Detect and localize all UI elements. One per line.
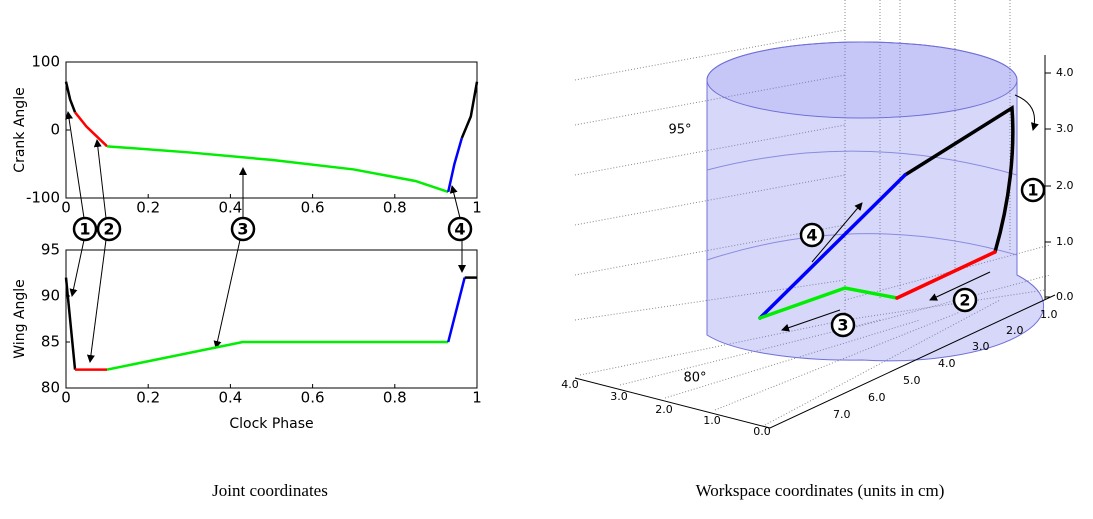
y-tick-label: 7.0 — [833, 408, 851, 421]
y-tick-label: -100 — [26, 189, 60, 207]
line — [64, 277, 77, 370]
marker-circle — [96, 216, 122, 242]
x-tick-label: 0.2 — [136, 199, 160, 217]
x-axis-title: Clock Phase — [229, 416, 313, 432]
workspace-3d — [574, 0, 1056, 429]
y-tick-label: 85 — [41, 333, 60, 351]
line — [107, 145, 449, 194]
x-tick-label: 0 — [61, 389, 71, 407]
marker-circle — [230, 216, 256, 242]
y-tick-label: 6.0 — [868, 391, 886, 404]
z-tick-label: 2.0 — [1056, 179, 1074, 192]
marker: 3 — [237, 220, 248, 239]
z-tick-label: 1.0 — [1056, 235, 1074, 248]
y-tick-label: 5.0 — [903, 374, 921, 387]
marker-circle — [72, 216, 98, 242]
marker-circle — [447, 216, 473, 242]
marker: 1 — [79, 220, 90, 239]
plot-frame — [65, 249, 478, 389]
marker: 3 — [837, 316, 848, 335]
x-tick-label: 0.0 — [753, 425, 771, 438]
y-tick-label: 90 — [41, 287, 60, 305]
z-tick-label: 4.0 — [1056, 66, 1074, 79]
y-tick-label: 4.0 — [938, 357, 956, 370]
y-tick-label: 2.0 — [1006, 324, 1024, 337]
annotation-arrows — [65, 111, 466, 363]
y-axis-title: Wing Angle — [12, 279, 28, 358]
y-tick-label: 100 — [31, 53, 60, 71]
angle-label: 80° — [683, 371, 706, 386]
marker: 2 — [103, 220, 114, 239]
x-tick-label: 0.4 — [218, 199, 242, 217]
line — [447, 137, 463, 193]
line — [447, 277, 466, 343]
marker: 2 — [959, 291, 970, 310]
plot-frame — [65, 61, 478, 199]
marker: 4 — [454, 220, 465, 239]
angle-label: 95° — [668, 123, 691, 138]
x-tick-label: 0.4 — [218, 389, 242, 407]
y-tick-label: 3.0 — [972, 340, 990, 353]
x-tick-label: 0.6 — [301, 199, 325, 217]
caption: Workspace coordinates (units in cm) — [696, 481, 945, 500]
x-tick-label: 0.8 — [383, 389, 407, 407]
x-tick-label: 1 — [472, 389, 482, 407]
y-tick-label: 95 — [41, 241, 60, 259]
y-axis-title: Crank Angle — [12, 87, 28, 172]
line — [64, 81, 77, 113]
marker: 1 — [1027, 181, 1038, 200]
x-tick-label: 2.0 — [655, 403, 673, 416]
z-tick-label: 3.0 — [1056, 122, 1074, 135]
x-tick-label: 1 — [472, 199, 482, 217]
line — [74, 111, 108, 148]
y-tick-label: 80 — [41, 379, 60, 397]
x-tick-label: 4.0 — [561, 378, 579, 391]
x-tick-label: 0.8 — [383, 199, 407, 217]
x-tick-label: 0.6 — [301, 389, 325, 407]
y-tick-label: 0 — [50, 121, 60, 139]
line — [460, 81, 479, 139]
x-tick-label: 0 — [61, 199, 71, 217]
trajectory-3d — [758, 104, 1015, 320]
x-tick-label: 3.0 — [610, 390, 628, 403]
x-tick-label: 0.2 — [136, 389, 160, 407]
x-tick-label: 1.0 — [703, 414, 721, 427]
line — [106, 340, 449, 371]
marker: 4 — [806, 226, 817, 245]
y-tick-label: 1.0 — [1040, 308, 1058, 321]
caption: Joint coordinates — [212, 481, 328, 500]
z-tick-label: 0.0 — [1056, 290, 1074, 303]
